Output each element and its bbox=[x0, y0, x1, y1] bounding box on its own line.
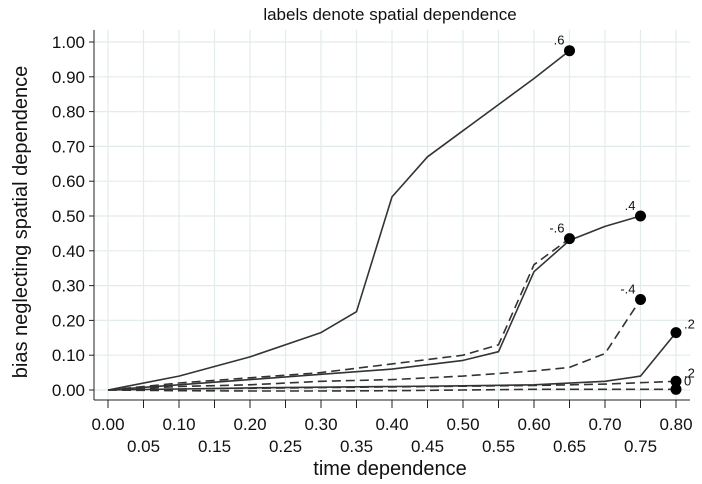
series-end-marker bbox=[670, 327, 682, 339]
x-tick-label: 0.20 bbox=[233, 415, 266, 434]
x-tick-label: 0.55 bbox=[482, 437, 515, 456]
x-tick-label: 0.75 bbox=[624, 437, 657, 456]
series-line bbox=[107, 388, 676, 392]
series-line bbox=[107, 380, 677, 391]
x-tick-label: 0.10 bbox=[162, 415, 195, 434]
series-line bbox=[107, 215, 641, 391]
chart-title: labels denote spatial dependence bbox=[263, 5, 516, 24]
markers-group bbox=[564, 45, 682, 395]
series-end-marker bbox=[670, 383, 682, 395]
x-tick-label: 0.70 bbox=[588, 415, 621, 434]
y-tick-label: 0.60 bbox=[52, 172, 85, 191]
point-labels-group: .6.4-.6-.4.2.20 bbox=[549, 33, 695, 389]
y-tick-label: 0.40 bbox=[52, 242, 85, 261]
point-label: .6 bbox=[554, 33, 565, 48]
point-label: .2 bbox=[684, 317, 695, 332]
x-tick-label: 0.15 bbox=[198, 437, 231, 456]
point-label: .2 bbox=[684, 365, 695, 380]
series-group bbox=[107, 50, 677, 392]
series-end-marker bbox=[564, 45, 575, 57]
x-tick-label: 0.35 bbox=[340, 437, 373, 456]
x-tick-label: 0.30 bbox=[304, 415, 337, 434]
y-tick-label: 0.00 bbox=[52, 381, 85, 400]
y-tick-label: 1.00 bbox=[52, 33, 85, 52]
y-tick-label: 0.70 bbox=[52, 137, 85, 156]
point-label: -.4 bbox=[620, 282, 635, 297]
x-axis-label: time dependence bbox=[313, 458, 466, 480]
point-label: 0 bbox=[684, 373, 691, 388]
y-tick-label: 0.90 bbox=[52, 68, 85, 87]
x-tick-label: 0.60 bbox=[517, 415, 550, 434]
series-end-marker bbox=[670, 375, 682, 387]
point-label: .4 bbox=[625, 198, 636, 213]
y-tick-label: 0.30 bbox=[52, 277, 85, 296]
x-tick-label: 0.40 bbox=[375, 415, 408, 434]
series-end-marker bbox=[635, 294, 646, 306]
y-tick-label: 0.20 bbox=[52, 311, 85, 330]
x-tick-label: 0.25 bbox=[269, 437, 302, 456]
series-end-marker bbox=[635, 210, 646, 222]
x-tick-label: 0.45 bbox=[411, 437, 444, 456]
axes: 0.00 0.10 0.20 0.30 0.40 0.50 0.60 0.70 0.80 0.90… bbox=[52, 30, 693, 456]
series-line bbox=[107, 50, 570, 391]
series-line bbox=[107, 299, 642, 391]
y-tick-label: 0.80 bbox=[52, 103, 85, 122]
series-end-marker bbox=[564, 233, 575, 245]
series-line bbox=[107, 237, 570, 391]
x-tick-label: 0.50 bbox=[446, 415, 479, 434]
x-tick-label: 0.65 bbox=[553, 437, 586, 456]
y-tick-label: 0.10 bbox=[52, 346, 85, 365]
y-axis-label: bias neglecting spatial dependence bbox=[10, 66, 32, 378]
x-tick-label: 0.00 bbox=[91, 415, 124, 434]
point-label: -.6 bbox=[549, 221, 564, 236]
x-tick-label: 0.05 bbox=[127, 437, 160, 456]
x-tick-label: 0.80 bbox=[659, 415, 692, 434]
grid bbox=[94, 30, 690, 400]
y-tick-label: 0.50 bbox=[52, 207, 85, 226]
